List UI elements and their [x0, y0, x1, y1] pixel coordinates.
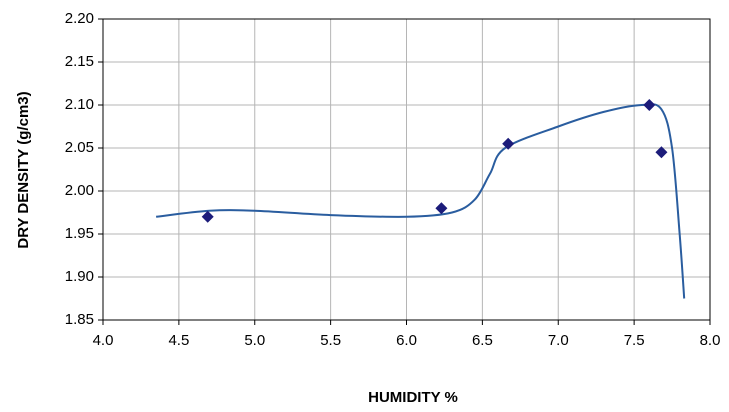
x-tick-label: 6.0 [396, 332, 417, 349]
y-tick-label: 2.20 [65, 10, 94, 27]
x-tick-label: 4.0 [93, 332, 114, 349]
data-point [201, 210, 214, 223]
x-tick-label: 5.0 [244, 332, 265, 349]
data-point [435, 202, 448, 215]
x-axis-title: HUMIDITY % [368, 389, 458, 406]
y-tick-label: 2.15 [65, 53, 94, 70]
y-tick-label: 1.85 [65, 311, 94, 328]
trend-line [156, 103, 686, 299]
x-tick-label: 7.0 [548, 332, 569, 349]
x-tick-label: 7.5 [624, 332, 645, 349]
data-point [655, 146, 668, 159]
y-tick-label: 1.90 [65, 268, 94, 285]
x-tick-label: 4.5 [168, 332, 189, 349]
x-tick-label: 8.0 [700, 332, 721, 349]
y-axis-title: DRY DENSITY (g/cm3) [15, 91, 32, 248]
data-point [643, 99, 656, 111]
y-tick-label: 2.05 [65, 139, 94, 156]
x-tick-label: 5.5 [320, 332, 341, 349]
x-tick-label: 6.5 [472, 332, 493, 349]
y-tick-label: 2.00 [65, 182, 94, 199]
data-point [502, 137, 515, 150]
y-tick-label: 2.10 [65, 96, 94, 113]
plot-border [102, 18, 711, 321]
y-tick-label: 1.95 [65, 225, 94, 242]
